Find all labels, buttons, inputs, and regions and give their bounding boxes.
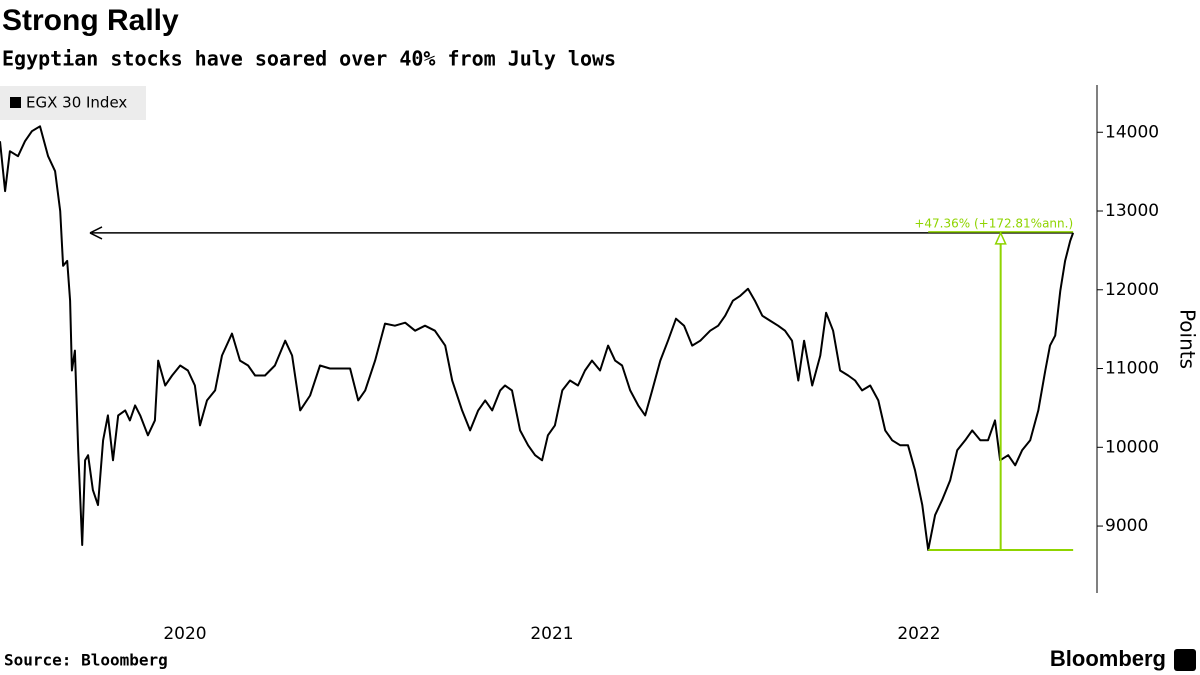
y-tick-label: 13000: [1105, 201, 1159, 221]
x-tick-label: 2020: [163, 624, 206, 644]
chart-title: Strong Rally: [2, 4, 179, 37]
y-tick-label: 11000: [1105, 359, 1159, 379]
annotation: +47.36% (+172.81%ann.): [914, 216, 1073, 230]
y-tick-label: 14000: [1105, 122, 1159, 142]
y-axis-label: Points: [1176, 309, 1200, 369]
y-tick-label: 9000: [1105, 516, 1148, 536]
brand: Bloomberg: [1050, 646, 1166, 671]
x-tick-label: 2022: [897, 624, 940, 644]
change-arrowhead: [994, 231, 1007, 245]
chart-subtitle: Egyptian stocks have soared over 40% fro…: [2, 47, 616, 71]
legend-box: [0, 86, 146, 120]
source: Source: Bloomberg: [4, 651, 168, 670]
legend-label: EGX 30 Index: [26, 94, 127, 112]
y-tick-label: 12000: [1105, 280, 1159, 300]
line: [0, 125, 1075, 551]
y-tick-label: 10000: [1105, 437, 1159, 457]
brand-icon: [1174, 649, 1196, 671]
legend-swatch: [10, 97, 21, 108]
x-tick-label: 2021: [530, 624, 573, 644]
reference-arrowhead: [89, 226, 103, 240]
